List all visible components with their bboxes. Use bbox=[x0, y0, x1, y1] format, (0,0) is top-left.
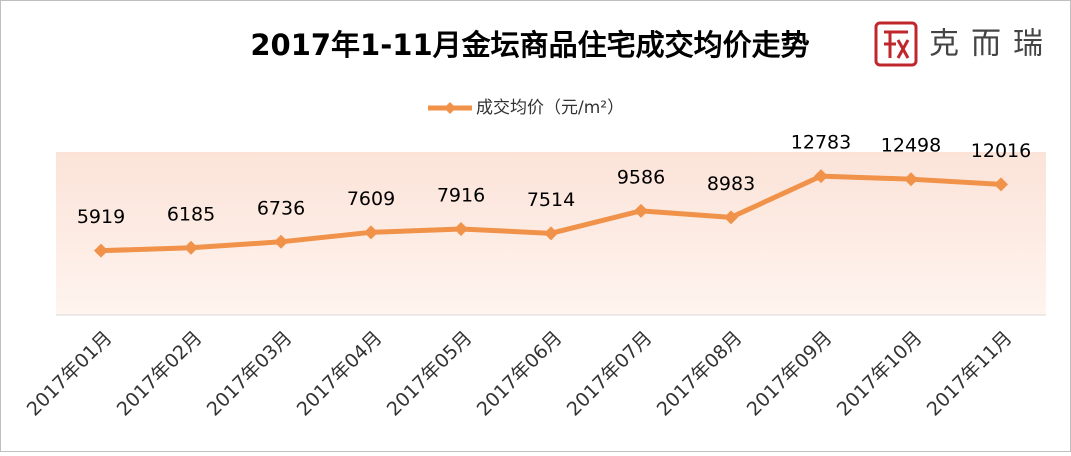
point-marker bbox=[634, 203, 648, 218]
data-label: 7916 bbox=[437, 184, 485, 206]
point-marker bbox=[184, 240, 198, 255]
chart-title: 2017年1-11月金坛商品住宅成交均价走势 bbox=[250, 28, 809, 62]
point-marker bbox=[274, 234, 288, 249]
data-label: 12016 bbox=[971, 140, 1031, 162]
data-label: 12498 bbox=[881, 135, 941, 157]
data-label: 7609 bbox=[347, 188, 395, 210]
point-marker bbox=[724, 210, 738, 225]
data-label: 9586 bbox=[617, 166, 665, 188]
data-label: 6736 bbox=[257, 197, 305, 219]
legend: 成交均价（元/m²） bbox=[428, 98, 624, 118]
point-marker bbox=[364, 225, 378, 240]
logo-text: 克而瑞 bbox=[929, 27, 1055, 62]
point-marker bbox=[994, 177, 1008, 192]
data-label: 7514 bbox=[527, 189, 575, 211]
point-marker bbox=[904, 172, 918, 187]
point-marker bbox=[454, 221, 468, 236]
logo: 克而瑞 bbox=[874, 21, 1055, 67]
legend-marker bbox=[444, 102, 456, 114]
data-label: 6185 bbox=[167, 203, 215, 225]
point-marker bbox=[544, 226, 558, 241]
data-label: 12783 bbox=[791, 132, 851, 154]
point-marker bbox=[94, 243, 108, 258]
point-marker bbox=[814, 169, 828, 184]
data-label: 5919 bbox=[77, 206, 125, 228]
logo-seal-glyph bbox=[884, 30, 910, 59]
logo-seal bbox=[874, 21, 918, 67]
data-label: 8983 bbox=[707, 173, 755, 195]
legend-label: 成交均价（元/m²） bbox=[476, 98, 624, 118]
